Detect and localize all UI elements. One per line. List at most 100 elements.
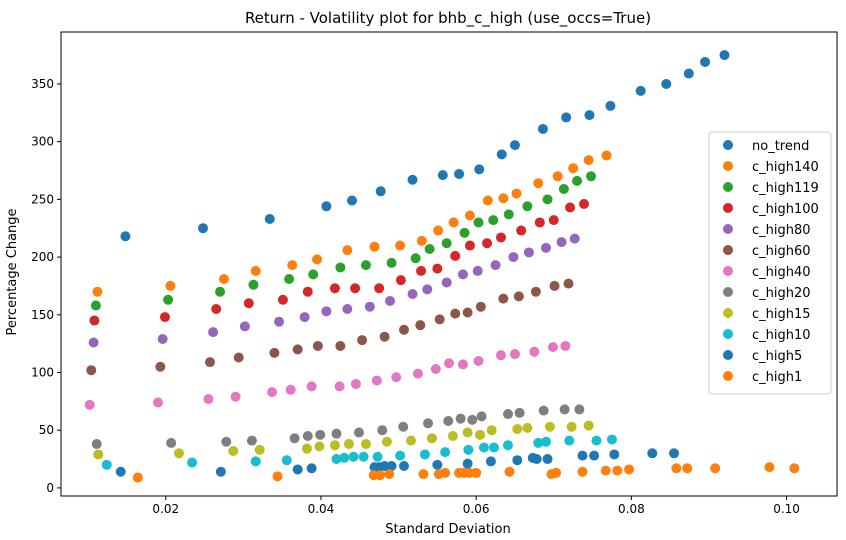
- data-point: [537, 123, 548, 134]
- data-point: [488, 215, 499, 226]
- data-point: [331, 428, 342, 439]
- data-point: [418, 469, 429, 480]
- y-tick-label: 250: [31, 192, 54, 206]
- data-point: [379, 460, 390, 471]
- data-point: [272, 471, 283, 482]
- data-point: [289, 433, 300, 444]
- data-point: [157, 334, 168, 345]
- data-point: [538, 405, 549, 416]
- x-axis-title: Standard Deviation: [385, 522, 510, 537]
- data-point: [90, 300, 101, 311]
- y-axis: 0 50 100 150 200 250 300 350: [31, 77, 61, 495]
- legend: no_trend c_high140 c_high119 c_high100 c_hig…: [708, 131, 832, 395]
- data-point: [329, 283, 340, 294]
- data-point: [314, 441, 325, 452]
- data-point: [187, 457, 198, 468]
- data-point: [379, 331, 390, 342]
- data-point: [228, 445, 239, 456]
- data-point: [335, 262, 346, 273]
- data-point: [464, 210, 475, 221]
- data-point: [612, 465, 623, 476]
- data-point: [166, 437, 177, 448]
- data-point: [437, 170, 448, 181]
- data-point: [264, 213, 275, 224]
- x-tick-label: 0.08: [618, 502, 645, 516]
- legend-marker: [723, 224, 733, 234]
- data-point: [360, 439, 371, 450]
- data-point: [462, 427, 473, 438]
- data-point: [474, 164, 485, 175]
- data-point: [153, 397, 163, 408]
- data-point: [459, 227, 470, 238]
- data-point: [398, 421, 409, 432]
- data-point: [764, 462, 775, 473]
- legend-label: c_high5: [752, 349, 802, 364]
- y-tick-label: 300: [31, 135, 54, 149]
- data-point: [375, 186, 386, 197]
- data-point: [339, 452, 350, 463]
- data-point: [548, 215, 559, 226]
- data-point: [462, 307, 473, 318]
- data-point: [601, 150, 612, 161]
- data-point: [416, 265, 427, 276]
- plot-area: [60, 31, 838, 497]
- data-point: [315, 429, 326, 440]
- x-axis: 0.02 0.04 0.06 0.08 0.10: [152, 496, 800, 516]
- data-point: [473, 355, 484, 366]
- data-point: [405, 435, 416, 446]
- data-point: [454, 168, 465, 179]
- data-point: [407, 289, 418, 300]
- data-point: [441, 238, 452, 249]
- data-point: [534, 217, 545, 228]
- data-point: [569, 233, 580, 244]
- data-point: [444, 358, 454, 369]
- data-point: [448, 217, 459, 228]
- data-point: [342, 245, 353, 256]
- data-point: [374, 470, 385, 481]
- data-point: [441, 277, 452, 288]
- data-point: [482, 195, 493, 206]
- data-point: [287, 260, 298, 271]
- data-point: [700, 57, 711, 68]
- data-point: [586, 171, 597, 182]
- data-point: [504, 466, 515, 477]
- data-point: [204, 357, 215, 368]
- data-point: [115, 466, 126, 477]
- data-point: [547, 342, 558, 353]
- data-point: [415, 320, 426, 331]
- data-point: [360, 260, 371, 271]
- data-point: [584, 110, 595, 121]
- legend-label: c_high20: [752, 286, 811, 301]
- data-point: [243, 298, 254, 309]
- data-point: [381, 436, 392, 447]
- data-point: [591, 435, 602, 446]
- data-point: [410, 253, 421, 264]
- data-point: [498, 293, 509, 304]
- data-point: [277, 294, 288, 305]
- data-point: [221, 436, 232, 447]
- legend-label: no_trend: [752, 139, 809, 154]
- data-point: [211, 304, 222, 315]
- data-point: [274, 316, 285, 327]
- data-point: [719, 50, 730, 61]
- legend-marker: [723, 308, 733, 318]
- data-point: [395, 275, 406, 286]
- data-point: [624, 464, 635, 475]
- data-point: [331, 454, 342, 465]
- data-point: [434, 314, 445, 325]
- data-point: [281, 455, 292, 466]
- data-point: [661, 78, 672, 89]
- data-point: [347, 195, 357, 206]
- data-point: [556, 237, 567, 248]
- legend-label: c_high80: [752, 223, 811, 238]
- data-point: [348, 451, 359, 462]
- data-point: [398, 324, 409, 335]
- legend-marker: [723, 161, 733, 171]
- data-point: [572, 175, 583, 186]
- data-point: [321, 201, 332, 212]
- data-point: [230, 391, 241, 402]
- data-point: [503, 209, 514, 220]
- data-point: [560, 340, 571, 351]
- data-point: [514, 407, 525, 418]
